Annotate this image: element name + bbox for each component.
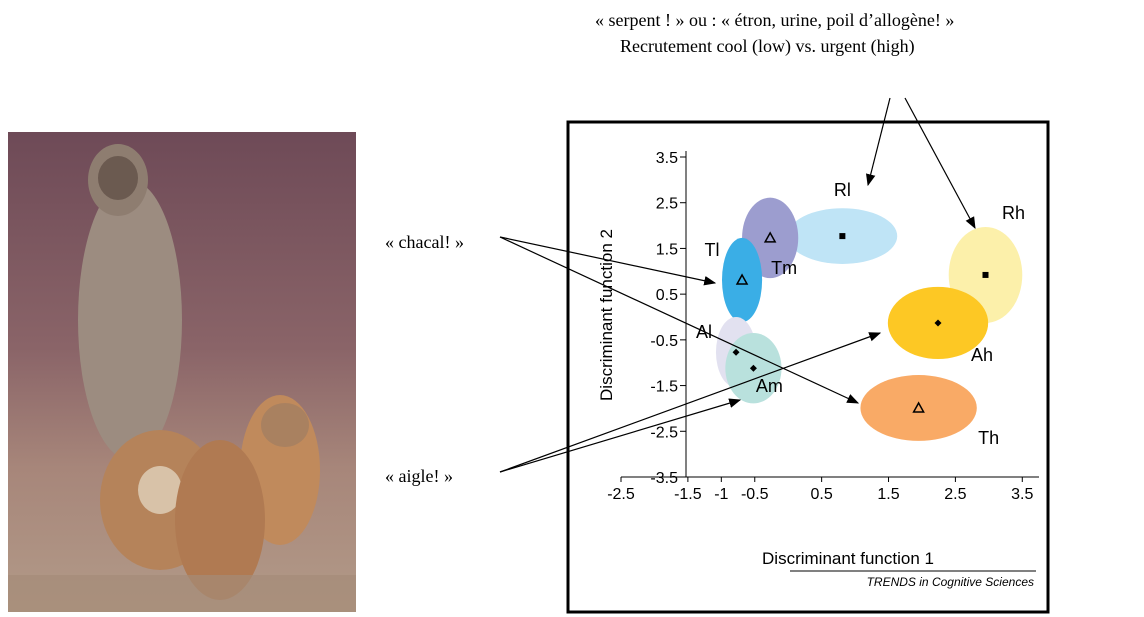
point [732,348,740,356]
annotation: « aigle! » [385,466,453,486]
series-label: Th [978,428,999,448]
y-tick-label: 3.5 [656,150,678,167]
annotation: Recrutement cool (low) vs. urgent (high) [620,36,915,57]
x-tick-label: 3.5 [1011,486,1033,503]
y-tick-label: -3.5 [650,470,678,487]
point [763,231,777,243]
y-tick-label: -2.5 [650,424,678,441]
series-label: Rh [1002,203,1025,223]
point [912,401,925,413]
x-tick-label: 0.5 [811,486,833,503]
arrow [865,97,891,187]
arrow [499,236,860,404]
arrow [499,398,742,473]
cluster-ellipse [860,375,977,441]
x-tick-label: -1 [714,486,728,503]
y-tick-label: -1.5 [650,379,678,396]
x-tick-label: 1.5 [877,486,899,503]
series-label: Tm [771,258,797,278]
point [735,273,749,285]
y-tick-label: 0.5 [656,287,678,304]
chart-frame [566,120,1050,614]
annotation: « chacal! » [385,232,464,252]
point [749,364,757,372]
series-label: Tl [705,240,720,260]
y-tick-label: 1.5 [656,241,678,258]
x-tick-label: 2.5 [944,486,966,503]
x-tick-label: -2.5 [607,486,635,503]
series-label: Ah [971,345,993,365]
plot: 3.5 2.5 1.5 0.5 -0.5 -1.5 -2.5 -3.5 -2.5 -1.5 -1 -0… [607,150,1039,503]
series-label: Rl [834,180,851,200]
annotation: « serpent ! » ou : « étron, urine, poil … [595,10,954,30]
point [982,271,989,278]
meerkat-photo [8,132,356,612]
series-label: Am [756,376,783,396]
y-tick-label: 2.5 [656,196,678,213]
point [839,233,846,240]
arrow [904,97,976,230]
point [934,319,942,327]
y-axis-label: Discriminant function 2 [597,229,616,401]
y-tick-label: -0.5 [650,333,678,350]
x-tick-label: -1.5 [674,486,702,503]
arrows [499,97,976,473]
source: TRENDS in Cognitive Sciences [867,575,1034,589]
arrow [499,332,882,473]
arrow [499,236,717,286]
cluster-ellipse [721,237,763,323]
x-axis-label: Discriminant function 1 [762,549,934,568]
x-tick-label: -0.5 [741,486,769,503]
